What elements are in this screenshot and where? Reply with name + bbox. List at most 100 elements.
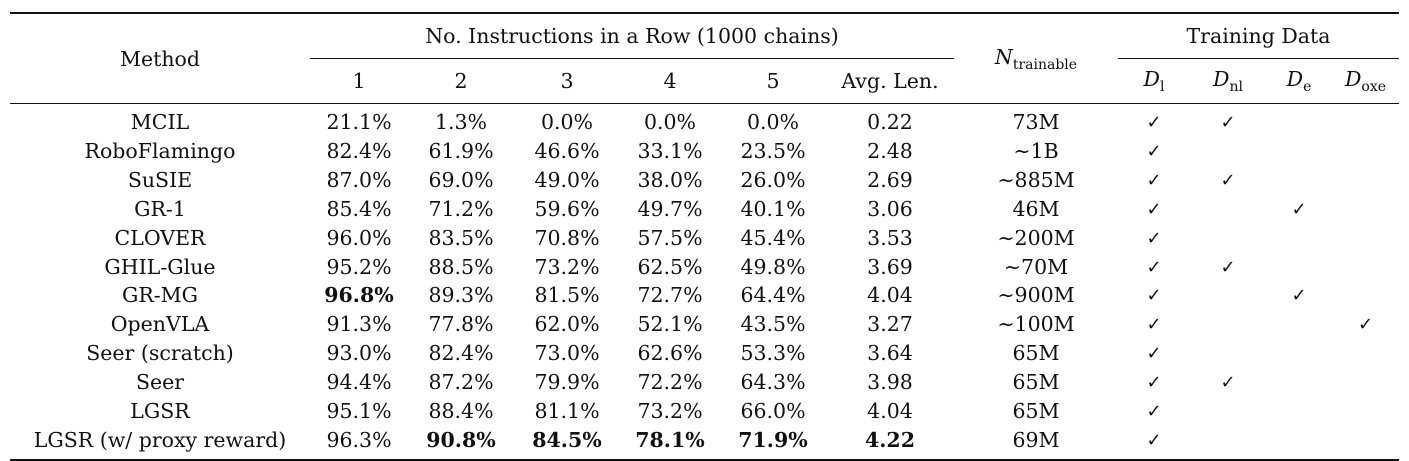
success-rate-cell: 21.1%	[326, 110, 392, 134]
success-rate-cell: 95.2%	[326, 254, 392, 279]
training-data-cell	[1332, 224, 1399, 253]
training-data-cell: ✓	[1118, 195, 1190, 224]
header-step-1: 1	[352, 69, 366, 93]
table-row: CLOVER 96.0% 83.5% 70.8% 57.5% 45.4% 3.53 ∼200M…	[10, 224, 1399, 253]
training-data-cell	[1266, 253, 1332, 282]
table-row: GR-MG 96.8% 89.3% 81.5% 72.7% 64.4% 4.04 ∼900M ✓…	[10, 281, 1399, 310]
training-data-cell: ✓	[1118, 137, 1190, 166]
training-data-cell	[1266, 397, 1332, 426]
success-rate-cell: 83.5%	[428, 225, 494, 250]
training-data-cell: ✓	[1190, 368, 1266, 397]
trainable-params-cell: ∼100M	[997, 312, 1075, 337]
success-rate-cell: 78.1%	[635, 427, 705, 452]
success-rate-cell: 0.0%	[746, 110, 800, 134]
table-row: Seer 94.4% 87.2% 79.9% 72.2% 64.3% 3.98 65M ✓ ✓	[10, 368, 1399, 397]
check-mark-icon: ✓	[1357, 314, 1374, 336]
training-data-cell	[1332, 281, 1399, 310]
success-rate-cell: 52.1%	[637, 312, 703, 337]
training-data-cell	[1266, 339, 1332, 368]
success-rate-cell: 96.8%	[324, 283, 394, 308]
header-step-2: 2	[454, 69, 468, 93]
success-rate-cell: 71.2%	[428, 196, 494, 221]
success-rate-cell: 82.4%	[428, 341, 494, 366]
check-mark-icon: ✓	[1146, 227, 1162, 249]
check-mark-icon: ✓	[1146, 401, 1162, 423]
method-name: CLOVER	[114, 225, 206, 250]
success-rate-cell: 49.0%	[534, 167, 600, 192]
check-mark-icon: ✓	[1220, 169, 1236, 191]
method-name: Seer (scratch)	[86, 341, 234, 366]
trainable-params-cell: ∼1B	[1013, 138, 1059, 163]
results-body: MCIL 21.1% 1.3% 0.0% 0.0% 0.0% 0.22 73M ✓ ✓ RoboFl…	[10, 103, 1399, 460]
success-rate-cell: 77.8%	[428, 312, 494, 337]
avg-len-cell: 2.48	[867, 138, 913, 163]
training-data-cell	[1266, 104, 1332, 137]
training-data-cell	[1266, 137, 1332, 166]
method-name: GR-1	[134, 196, 186, 221]
training-data-cell: ✓	[1118, 281, 1190, 310]
header-step-5: 5	[766, 69, 780, 93]
success-rate-cell: 66.0%	[740, 399, 806, 424]
avg-len-cell: 0.22	[867, 110, 913, 134]
training-data-cell: ✓	[1118, 224, 1190, 253]
success-rate-cell: 45.4%	[740, 225, 806, 250]
training-data-cell	[1332, 104, 1399, 137]
trainable-params-cell: ∼70M	[1003, 254, 1069, 279]
table-row: Seer (scratch) 93.0% 82.4% 73.0% 62.6% 53.3% 3…	[10, 339, 1399, 368]
success-rate-cell: 85.4%	[326, 196, 392, 221]
success-rate-cell: 73.2%	[637, 399, 703, 424]
trainable-params-cell: 65M	[1012, 399, 1060, 424]
avg-len-cell: 2.69	[867, 167, 913, 192]
check-mark-icon: ✓	[1146, 256, 1162, 278]
training-data-cell	[1190, 339, 1266, 368]
table-row: GR-1 85.4% 71.2% 59.6% 49.7% 40.1% 3.06 46M ✓ ✓	[10, 195, 1399, 224]
check-mark-icon: ✓	[1146, 112, 1162, 133]
training-data-cell	[1332, 339, 1399, 368]
method-name: GHIL-Glue	[104, 254, 216, 279]
check-mark-icon: ✓	[1146, 169, 1162, 191]
header-step-3: 3	[560, 69, 574, 93]
training-data-cell: ✓	[1118, 339, 1190, 368]
training-data-cell: ✓	[1118, 253, 1190, 282]
success-rate-cell: 90.8%	[426, 427, 496, 452]
training-data-cell: ✓	[1190, 104, 1266, 137]
training-data-cell: ✓	[1118, 310, 1190, 339]
training-data-cell: ✓	[1118, 104, 1190, 137]
avg-len-cell: 4.04	[867, 399, 913, 424]
training-data-cell: ✓	[1266, 281, 1332, 310]
training-data-cell	[1266, 310, 1332, 339]
training-data-cell: ✓	[1266, 195, 1332, 224]
trainable-params-cell: 65M	[1012, 370, 1060, 395]
training-data-cell: ✓	[1332, 310, 1399, 339]
success-rate-cell: 26.0%	[740, 167, 806, 192]
avg-len-cell: 3.27	[867, 312, 913, 337]
method-name: OpenVLA	[110, 312, 210, 337]
success-rate-cell: 81.5%	[534, 283, 600, 308]
check-mark-icon: ✓	[1291, 198, 1307, 220]
trainable-params-cell: 73M	[1012, 110, 1060, 134]
success-rate-cell: 64.4%	[740, 283, 806, 308]
success-rate-cell: 94.4%	[326, 370, 392, 395]
method-name: MCIL	[130, 110, 190, 134]
check-mark-icon: ✓	[1146, 372, 1162, 394]
header-instructions-group: No. Instructions in a Row (1000 chains)	[310, 13, 954, 59]
method-name: GR-MG	[121, 283, 199, 308]
results-table: Method No. Instructions in a Row (1000 c…	[10, 12, 1399, 461]
check-mark-icon: ✓	[1146, 314, 1162, 336]
training-data-cell: ✓	[1118, 397, 1190, 426]
success-rate-cell: 38.0%	[637, 167, 703, 192]
training-data-cell	[1332, 253, 1399, 282]
success-rate-cell: 93.0%	[326, 341, 392, 366]
header-data-l: Dl	[1143, 67, 1165, 95]
avg-len-cell: 3.69	[867, 254, 913, 279]
success-rate-cell: 72.7%	[637, 283, 703, 308]
trainable-params-cell: ∼900M	[997, 283, 1075, 308]
success-rate-cell: 88.5%	[428, 254, 494, 279]
trainable-params-cell: 65M	[1012, 341, 1060, 366]
check-mark-icon: ✓	[1146, 343, 1162, 365]
success-rate-cell: 64.3%	[740, 370, 806, 395]
success-rate-cell: 88.4%	[428, 399, 494, 424]
training-data-cell	[1190, 137, 1266, 166]
success-rate-cell: 0.0%	[540, 110, 594, 134]
